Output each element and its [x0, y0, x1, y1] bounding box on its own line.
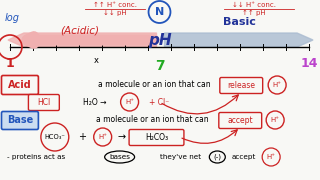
- Text: accept: accept: [228, 116, 253, 125]
- Text: (Acidic): (Acidic): [60, 25, 99, 35]
- Text: +: +: [78, 132, 86, 142]
- Text: release: release: [227, 81, 255, 90]
- Text: H⁺: H⁺: [125, 99, 134, 105]
- Text: bases: bases: [109, 154, 130, 160]
- Text: H₂CO₃: H₂CO₃: [145, 133, 168, 142]
- Text: ↓↓ H⁺ conc.: ↓↓ H⁺ conc.: [232, 2, 276, 8]
- FancyBboxPatch shape: [28, 94, 59, 111]
- Text: Base: Base: [7, 115, 33, 125]
- Text: they've net: they've net: [159, 154, 201, 160]
- Text: H⁺: H⁺: [273, 82, 282, 88]
- Text: ↓↓ pH: ↓↓ pH: [103, 10, 126, 16]
- Text: accept: accept: [231, 154, 256, 160]
- Text: log: log: [5, 13, 20, 23]
- Text: + Cl⁻: + Cl⁻: [149, 98, 170, 107]
- Text: ↑↑ H⁺ conc.: ↑↑ H⁺ conc.: [93, 2, 137, 8]
- Text: HCl: HCl: [37, 98, 51, 107]
- Text: (-): (-): [213, 154, 221, 160]
- Text: pH: pH: [148, 33, 171, 48]
- FancyBboxPatch shape: [2, 75, 38, 94]
- Text: 1: 1: [5, 57, 14, 70]
- Text: 14: 14: [300, 57, 318, 70]
- FancyArrow shape: [8, 33, 156, 47]
- Text: →: →: [117, 132, 126, 142]
- FancyBboxPatch shape: [220, 78, 263, 93]
- Text: Basic: Basic: [223, 17, 256, 27]
- FancyBboxPatch shape: [219, 112, 262, 129]
- Text: H⁺: H⁺: [271, 117, 280, 123]
- Text: a molecule or an ion that can: a molecule or an ion that can: [96, 114, 209, 123]
- Text: H⁺: H⁺: [267, 154, 276, 160]
- Text: ↑↑ pH: ↑↑ pH: [242, 10, 266, 16]
- Text: N: N: [155, 7, 164, 17]
- Text: H₂O →: H₂O →: [83, 98, 107, 107]
- FancyBboxPatch shape: [129, 129, 184, 145]
- Text: HCO₃⁻: HCO₃⁻: [44, 134, 65, 140]
- Text: Acid: Acid: [8, 80, 32, 90]
- Text: 7: 7: [155, 59, 164, 73]
- Text: x: x: [94, 56, 99, 65]
- FancyArrow shape: [164, 33, 313, 47]
- Text: H⁺: H⁺: [98, 134, 107, 140]
- Text: - proteins act as: - proteins act as: [7, 154, 65, 160]
- FancyBboxPatch shape: [2, 111, 38, 129]
- Text: a molecule or an ion that can: a molecule or an ion that can: [98, 80, 211, 89]
